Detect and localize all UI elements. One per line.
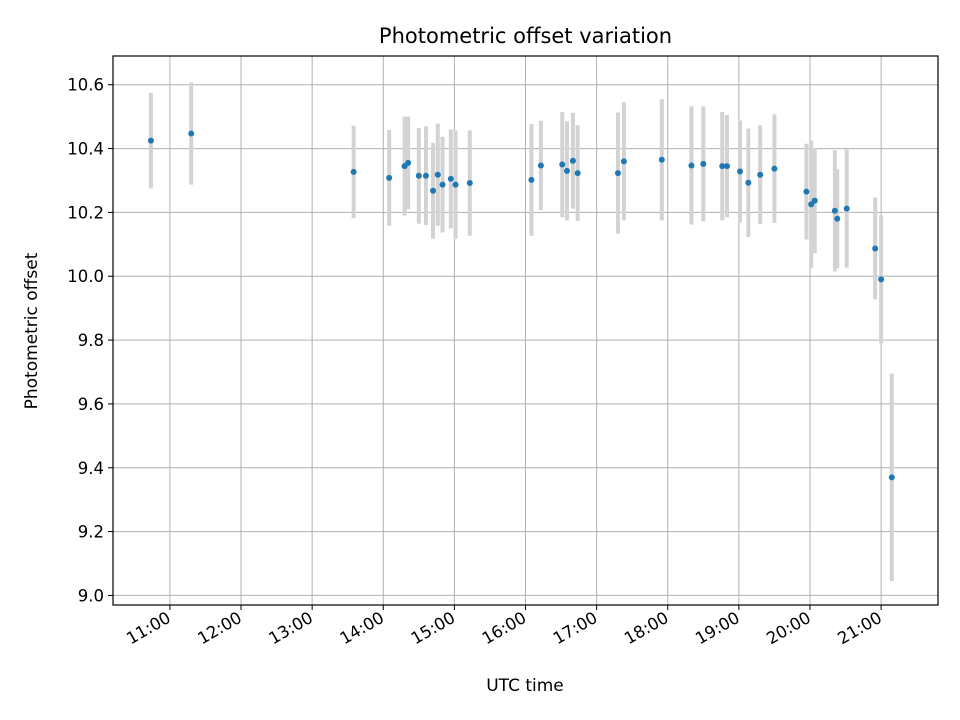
y-tick-label: 9.0 xyxy=(78,586,104,605)
data-point xyxy=(834,215,841,222)
grid xyxy=(113,56,938,605)
x-axis-label: UTC time xyxy=(486,676,564,696)
data-point xyxy=(447,175,454,182)
data-point xyxy=(415,172,422,179)
chart-title: Photometric offset variation xyxy=(379,24,672,48)
y-tick-label: 10.6 xyxy=(67,76,104,95)
data-point xyxy=(843,205,850,212)
y-tick-label: 10.0 xyxy=(67,267,104,286)
data-point xyxy=(771,165,778,172)
data-point xyxy=(528,176,535,183)
data-point xyxy=(658,156,665,163)
data-point xyxy=(620,158,627,165)
y-tick-label: 10.2 xyxy=(67,203,104,222)
data-point xyxy=(434,171,441,178)
data-point xyxy=(386,174,393,181)
data-point xyxy=(688,162,695,169)
data-point xyxy=(737,168,744,175)
data-point xyxy=(439,181,446,188)
data-point xyxy=(803,188,810,195)
data-point xyxy=(405,159,412,166)
data-point xyxy=(872,245,879,252)
data-point xyxy=(430,187,437,194)
data-points xyxy=(147,130,895,481)
data-point xyxy=(757,171,764,178)
y-tick-label: 9.2 xyxy=(78,523,104,542)
y-axis-ticks: 9.0 9.2 9.4 9.6 9.8 10.0 10.2 10.4 10.6 xyxy=(67,76,113,605)
y-tick-label: 9.8 xyxy=(78,331,104,350)
y-tick-label: 10.4 xyxy=(67,140,104,159)
data-point xyxy=(350,168,357,175)
data-point xyxy=(878,276,885,283)
data-point xyxy=(719,163,726,170)
data-point xyxy=(537,162,544,169)
y-tick-label: 9.6 xyxy=(78,395,104,414)
data-point xyxy=(808,201,815,208)
data-point xyxy=(569,157,576,164)
y-tick-label: 9.4 xyxy=(78,459,104,478)
data-point xyxy=(614,170,621,177)
data-point xyxy=(724,163,731,170)
data-point xyxy=(745,179,752,186)
data-point xyxy=(147,137,154,144)
data-point xyxy=(700,160,707,167)
data-point xyxy=(831,207,838,214)
data-point xyxy=(563,167,570,174)
y-axis-label: Photometric offset xyxy=(22,252,42,409)
data-point xyxy=(559,161,566,168)
data-point xyxy=(574,170,581,177)
data-point xyxy=(466,180,473,187)
data-point xyxy=(188,130,195,137)
data-point xyxy=(422,172,429,179)
data-point xyxy=(811,197,818,204)
data-point xyxy=(888,474,895,481)
data-point xyxy=(452,181,459,188)
